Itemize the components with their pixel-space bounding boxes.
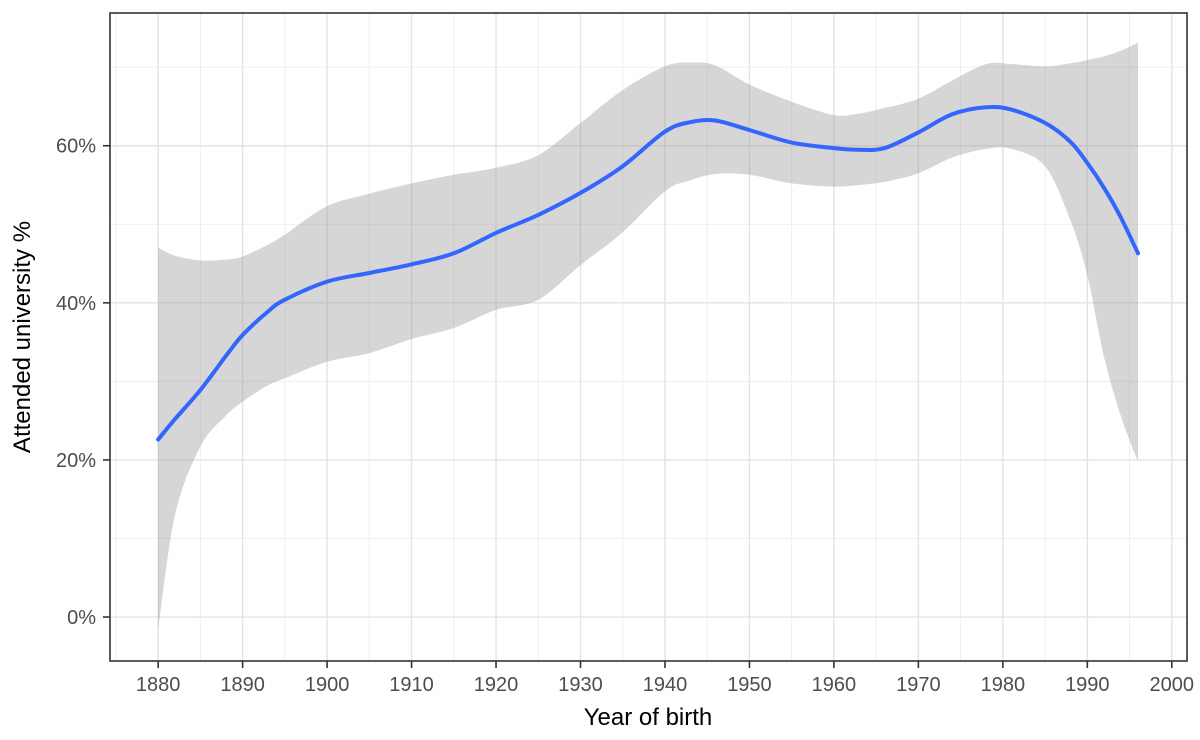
x-tick-label: 2000	[1150, 674, 1195, 696]
y-axis-tick-labels: 0% 20% 40% 60%	[56, 136, 96, 629]
x-tick-label: 1960	[812, 674, 857, 696]
trend-line	[156, 104, 1140, 442]
x-tick-label: 1890	[220, 674, 265, 696]
x-tick-label: 1980	[981, 674, 1026, 696]
x-axis-title: Year of birth	[584, 704, 713, 731]
x-tick-label: 1920	[474, 674, 519, 696]
y-axis-title: Attended university %	[9, 221, 36, 453]
x-tick-label: 1880	[136, 674, 181, 696]
confidence-band	[158, 42, 1139, 630]
x-tick-label: 1950	[727, 674, 772, 696]
panel-border	[109, 12, 1188, 662]
y-tick-label: 40%	[56, 293, 96, 315]
x-tick-label: 1930	[558, 674, 603, 696]
y-tick-label: 60%	[56, 136, 96, 158]
x-tick-label: 1970	[896, 674, 941, 696]
x-tick-label: 1910	[389, 674, 434, 696]
y-tick-label: 20%	[56, 450, 96, 472]
y-axis-ticks	[103, 144, 110, 618]
x-axis-ticks	[157, 661, 1173, 668]
x-tick-label: 1900	[305, 674, 350, 696]
x-tick-label: 1990	[1065, 674, 1110, 696]
x-tick-label: 1940	[643, 674, 688, 696]
y-tick-label: 0%	[67, 607, 96, 629]
x-axis-tick-labels: 1880 1890 1900 1910 1920 1930 1940 1950 1960 1970…	[136, 674, 1194, 696]
